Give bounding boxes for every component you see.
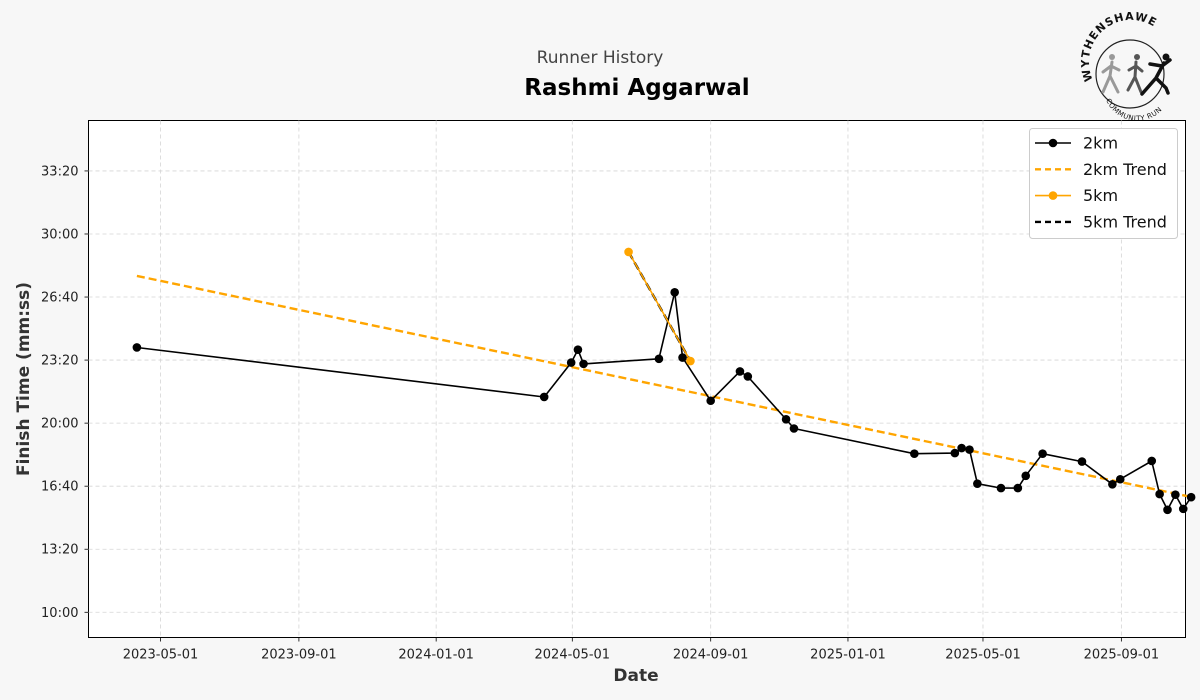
data-point-2km (957, 443, 966, 453)
x-tick-label: 2025-05-01 (945, 648, 1021, 663)
x-tick-label: 2023-09-01 (261, 648, 337, 663)
series-line-5km (627, 251, 692, 362)
y-axis-label: Finish Time (mm:ss) (14, 282, 34, 476)
logo-text-bottom: COMMUNITY RUN (1104, 97, 1164, 123)
legend-marker-2km (1048, 138, 1058, 148)
data-point-2km (910, 449, 919, 459)
data-point-2km (132, 343, 142, 352)
data-point-2km (579, 359, 588, 369)
chart-subtitle: Runner History (537, 48, 664, 68)
data-point-2km (1077, 457, 1087, 466)
x-axis-label: Date (613, 666, 658, 686)
x-axis-ticks: 2023-05-01 2023-09-01 2024-01-01 2024-05-01… (123, 637, 1160, 663)
data-point-2km (654, 354, 664, 364)
data-point-2km (1147, 456, 1157, 466)
data-point-2km (1013, 483, 1023, 493)
data-point-2km (1155, 489, 1164, 499)
data-point-2km (1038, 449, 1047, 459)
legend-label-2km-trend: 2km Trend (1083, 160, 1167, 179)
data-point-2km (965, 445, 974, 454)
x-tick-label: 2024-09-01 (673, 648, 749, 663)
data-point-2km (1171, 490, 1180, 499)
y-tick-label: 16:40 (41, 480, 78, 495)
data-point-2km (670, 288, 679, 297)
data-point-2km (678, 353, 687, 362)
data-point-2km (781, 415, 791, 424)
series-layer (132, 247, 1196, 515)
data-point-2km (706, 396, 715, 406)
y-tick-label: 13:20 (41, 543, 78, 558)
data-point-2km (1108, 479, 1117, 489)
wythenshawe-logo: WYTHENSHAWE COMMUNITY RUN (1079, 10, 1172, 123)
y-axis-ticks: 10:00 13:20 16:40 20:00 23:20 26:40 30:00 33:20 (41, 164, 89, 621)
x-tick-label: 2023-05-01 (123, 648, 199, 663)
data-point-5km (624, 247, 633, 257)
logo-runner-icon-dark (1126, 54, 1144, 94)
legend-marker-5km (1048, 191, 1058, 200)
data-point-2km (1163, 505, 1172, 515)
data-point-2km (566, 358, 576, 367)
y-tick-label: 30:00 (41, 227, 78, 242)
logo-ring (1095, 39, 1165, 109)
logo-text-top: WYTHENSHAWE (1079, 10, 1159, 83)
data-point-2km (789, 424, 799, 433)
legend-label-5km: 5km (1083, 186, 1118, 205)
data-point-2km (1186, 492, 1196, 502)
data-point-2km (735, 367, 745, 376)
y-tick-label: 10:00 (41, 606, 78, 621)
data-point-2km (1115, 474, 1125, 484)
y-tick-label: 23:20 (41, 354, 78, 369)
legend-label-5km-trend: 5km Trend (1083, 212, 1167, 231)
legend-box (1029, 128, 1178, 239)
legend-label-2km: 2km (1083, 134, 1118, 153)
data-point-5km (686, 356, 695, 366)
x-tick-label: 2025-01-01 (810, 648, 886, 663)
data-point-2km (539, 392, 549, 402)
chart-title: Rashmi Aggarwal (524, 75, 749, 101)
legend: 2km 2km Trend 5km 5km Trend (1029, 128, 1178, 239)
logo-runner-icon-grey (1101, 54, 1121, 94)
logo-runner-icon-black (1140, 53, 1172, 96)
y-tick-label: 33:20 (41, 164, 78, 179)
data-point-2km (1021, 471, 1031, 481)
plot-area (88, 120, 1186, 638)
data-point-2km (996, 483, 1006, 493)
y-tick-label: 20:00 (41, 417, 78, 432)
x-tick-label: 2024-01-01 (398, 648, 474, 663)
data-point-2km (743, 372, 753, 381)
data-point-2km (973, 479, 982, 488)
data-point-2km (1178, 504, 1188, 514)
data-point-2km (573, 345, 583, 354)
x-tick-label: 2024-05-01 (535, 648, 611, 663)
data-point-2km (950, 448, 960, 458)
y-tick-label: 26:40 (41, 291, 78, 306)
x-tick-label: 2025-09-01 (1084, 648, 1160, 663)
